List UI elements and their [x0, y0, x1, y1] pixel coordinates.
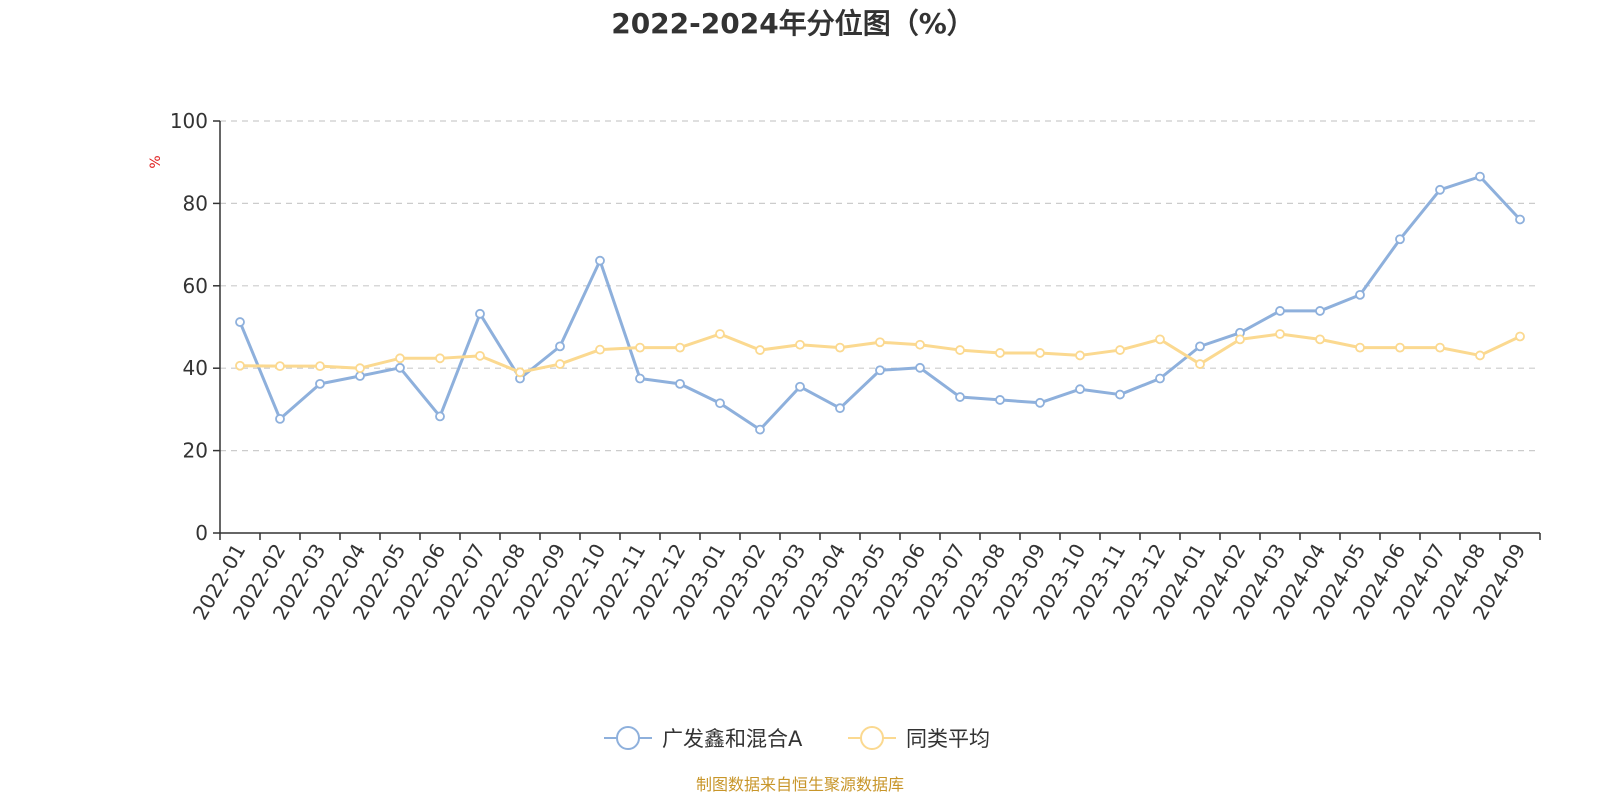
series-0-point-2024-04: [1315, 306, 1325, 316]
series-1-point-2024-09: [1515, 331, 1525, 342]
y-axis-unit-label: %: [148, 155, 164, 168]
series-0-point-2022-04: [355, 371, 365, 381]
series-0-point-2023-02: [755, 424, 765, 435]
y-tick-label-40: 40: [183, 356, 208, 380]
axes: [219, 121, 1540, 534]
series-0-point-2023-12: [1155, 373, 1165, 384]
series-1-point-2023-10: [1075, 350, 1085, 361]
chart-title: 2022-2024年分位图（%）: [611, 7, 975, 40]
legend-label-1: 同类平均: [906, 727, 990, 751]
y-tick-label-0: 0: [195, 521, 208, 545]
series-0-point-2022-12: [675, 378, 685, 389]
legend-marker-1: [860, 726, 884, 750]
series-1-point-2023-09: [1035, 348, 1045, 358]
series-1-point-2022-02: [275, 361, 285, 372]
series-1-point-2023-02: [755, 345, 765, 355]
series-0-point-2024-03: [1275, 306, 1285, 316]
series-0-point-2022-05: [395, 362, 405, 373]
series-1-point-2022-07: [475, 350, 485, 361]
series-0-point-2023-05: [875, 365, 885, 376]
series-0-point-2024-06: [1395, 234, 1405, 245]
series-1-point-2024-02: [1235, 334, 1245, 345]
series-0-point-2023-03: [795, 381, 805, 392]
series-1-point-2023-01: [715, 329, 725, 339]
series-1-point-2022-11: [635, 342, 645, 353]
series-line-0: [238, 175, 1522, 432]
series-0-point-2024-01: [1195, 341, 1205, 352]
legend-label-0: 广发鑫和混合A: [662, 727, 803, 751]
x-axis-ticks: 2022-012022-022022-032022-042022-052022-…: [188, 533, 1541, 624]
legend-marker-0: [616, 726, 640, 750]
series-0-point-2024-09: [1515, 214, 1525, 225]
series-1-point-2023-03: [795, 339, 805, 350]
series-1-point-2023-12: [1155, 334, 1165, 345]
y-tick-label-60: 60: [183, 274, 208, 298]
series-1-point-2022-05: [395, 353, 405, 364]
series-1-point-2023-08: [995, 348, 1005, 358]
series-group: [235, 171, 1525, 435]
series-0-point-2023-07: [955, 392, 965, 402]
series-0-point-2022-03: [315, 378, 325, 389]
series-1-point-2023-06: [915, 339, 925, 350]
series-1-point-2022-06: [435, 353, 445, 364]
series-1-point-2024-04: [1315, 334, 1325, 345]
series-0-point-2023-11: [1115, 389, 1125, 400]
series-0-point-2023-06: [915, 362, 925, 373]
series-1-point-2022-10: [595, 344, 605, 355]
series-0-point-2022-01: [235, 317, 245, 327]
series-1-point-2022-04: [355, 363, 365, 374]
series-1-point-2024-05: [1355, 342, 1365, 353]
y-tick-label-80: 80: [183, 191, 208, 215]
series-0-point-2023-01: [715, 398, 725, 409]
series-1-point-2024-08: [1475, 350, 1485, 361]
series-0-point-2023-10: [1075, 384, 1085, 395]
series-1-point-2024-07: [1435, 342, 1445, 353]
grid-lines: [220, 120, 1540, 452]
series-1-point-2022-08: [515, 367, 525, 378]
series-0-point-2022-11: [635, 373, 645, 384]
series-1-point-2023-07: [955, 345, 965, 355]
series-0-point-2024-05: [1355, 289, 1365, 300]
y-axis-ticks: 0 20 40 60 80 100: [170, 109, 220, 545]
series-1-point-2024-06: [1395, 342, 1405, 353]
series-1-point-2022-09: [555, 359, 565, 369]
legend: 广发鑫和混合A 同类平均: [604, 726, 990, 751]
series-0-point-2022-06: [435, 411, 445, 422]
series-0-point-2022-02: [275, 413, 285, 424]
series-0-point-2022-10: [595, 255, 605, 266]
series-0-point-2022-09: [555, 341, 565, 352]
series-1-point-2024-01: [1195, 359, 1205, 369]
series-1-point-2024-03: [1275, 329, 1285, 339]
series-0-point-2022-07: [475, 308, 485, 319]
series-1-point-2022-01: [235, 360, 245, 371]
series-1-point-2022-12: [675, 342, 685, 353]
y-tick-label-100: 100: [170, 109, 208, 133]
series-0-point-2023-08: [995, 395, 1005, 405]
series-0-point-2024-08: [1475, 171, 1485, 182]
series-0-point-2023-09: [1035, 397, 1045, 408]
series-0-point-2024-07: [1435, 184, 1445, 195]
series-0-point-2023-04: [835, 403, 845, 414]
series-1-point-2023-05: [875, 337, 885, 348]
y-tick-label-20: 20: [183, 439, 208, 463]
series-1-point-2023-11: [1115, 345, 1125, 355]
series-1-point-2023-04: [835, 342, 845, 353]
source-note: 制图数据来自恒生聚源数据库: [696, 775, 904, 794]
series-1-point-2022-03: [315, 361, 325, 372]
